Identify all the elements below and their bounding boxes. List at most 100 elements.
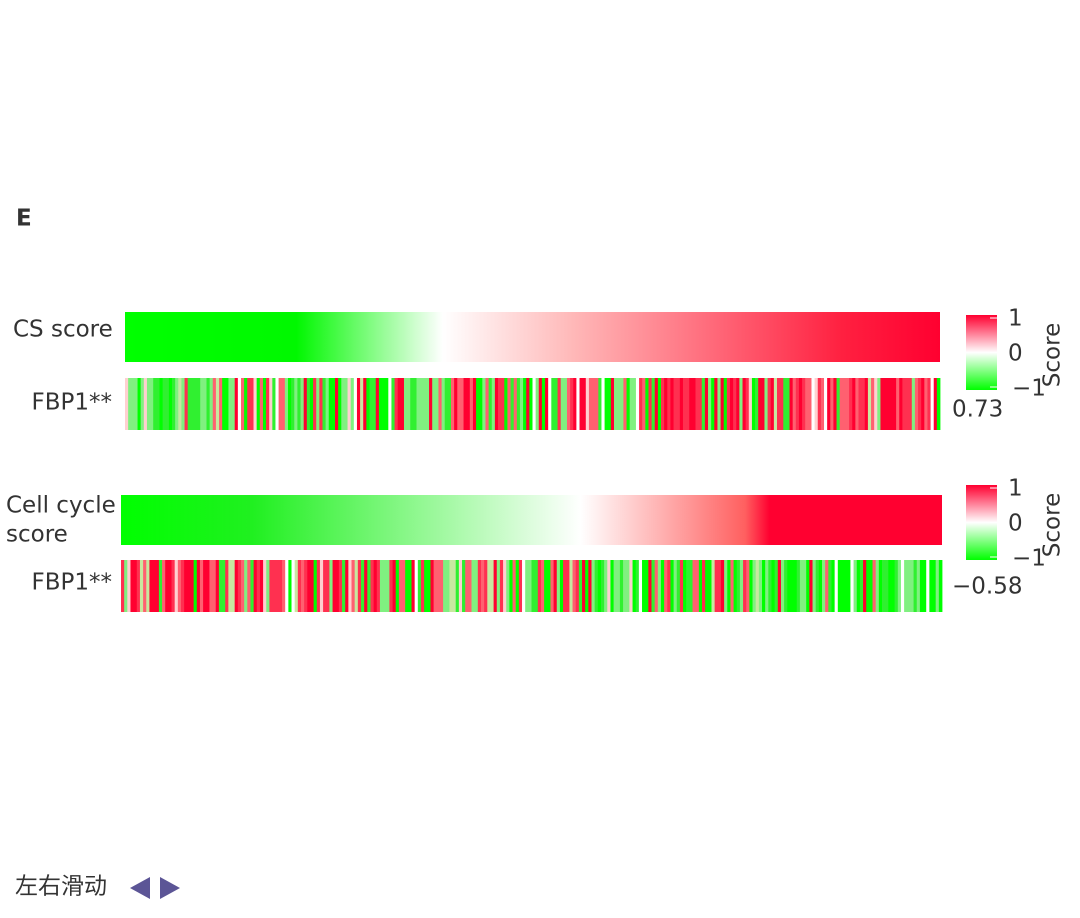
heatmap-cell [679,378,684,430]
heatmap-cell [388,378,392,430]
heatmap-cell [398,560,403,612]
heatmap-cell [786,378,790,430]
heatmap-cell [237,378,242,430]
heatmap-cell [575,560,580,612]
heatmap-cell [692,378,696,430]
heatmap-cell [551,378,555,430]
heatmap-cell [300,378,305,430]
heatmap-cell [842,378,847,430]
heatmap-cell [278,560,283,612]
heatmap-cell [532,378,537,430]
right-arrow[interactable] [160,877,180,899]
heatmap-cell [331,378,336,430]
heatmap-cell [859,560,864,612]
heatmap-cell [133,560,138,612]
heatmap-cell [231,560,236,612]
heatmap-cell [900,560,905,612]
heatmap-cell [604,560,608,612]
heatmap-cell [272,560,277,612]
heatmap-cell [708,378,712,430]
heatmap-cell [222,378,226,430]
heatmap-cell [275,560,280,612]
heatmap-cell [379,560,384,612]
heatmap-cell [598,378,602,430]
heatmap-cell [698,378,703,430]
heatmap-cell [209,560,213,612]
heatmap-cell [414,560,419,612]
heatmap-cell [933,378,938,430]
heatmap-cell [199,560,204,612]
heatmap-cell [595,378,599,430]
heatmap-cell [373,560,378,612]
heatmap-cell [140,378,145,430]
heatmap-cell [360,378,364,430]
heatmap-cell [607,378,612,430]
heatmap-cell [880,378,884,430]
heatmap-cell [924,378,928,430]
heatmap-cell [250,378,254,430]
heatmap-cell [812,560,817,612]
heatmap-cell [294,560,299,612]
heatmap-cell [798,378,803,430]
heatmap-cell [736,560,741,612]
heatmap-cell [572,560,577,612]
left-arrow[interactable] [130,877,150,899]
heatmap-cell [639,378,643,430]
heatmap-cell [329,560,333,612]
heatmap-cell [319,560,324,612]
heatmap-cell [395,560,400,612]
heatmap-cell [496,560,501,612]
legend-title: Score [1040,493,1066,557]
row-label: FBP1** [31,390,112,416]
heatmap-cell [306,378,311,430]
heatmap-cell [582,560,586,612]
heatmap-cell [814,378,819,430]
heatmap-cell [866,560,870,612]
heatmap-cell [833,378,837,430]
heatmap-cell [351,560,356,612]
heatmap-cell [501,378,505,430]
heatmap-cell [815,560,820,612]
heatmap-cell [376,560,381,612]
heatmap-cell [708,560,712,612]
heatmap-cell [494,378,499,430]
heatmap-cell [471,560,476,612]
heatmap-cell [820,378,825,430]
heatmap-cell [171,560,176,612]
heatmap-cell [139,560,144,612]
heatmap-cell [263,560,267,612]
swipe-hint: 左右滑动 [15,874,107,900]
heatmap-cell [648,560,652,612]
heatmap-cell [449,560,453,612]
heatmap-cell [726,378,731,430]
heatmap-cell [667,378,671,430]
heatmap-cell [259,560,264,612]
heatmap-cell [335,378,339,430]
heatmap-cell [411,560,416,612]
heatmap-cell [353,378,358,430]
heatmap-cell [187,378,192,430]
heatmap-cell [614,378,618,430]
heatmap-cell [513,378,518,430]
heatmap-cell [143,378,148,430]
heatmap-cell [560,378,565,430]
heatmap-cell [932,560,937,612]
heatmap-cell [159,378,164,430]
heatmap-cell [174,560,179,612]
heatmap-cell [180,560,185,612]
heatmap-cell [752,560,757,612]
heatmap-cell [172,378,176,430]
heatmap-cell [187,560,191,612]
heatmap-cell [209,378,214,430]
heatmap-cell [856,560,861,612]
heatmap-cell [250,560,255,612]
heatmap-cell [916,560,921,612]
heatmap-cell [150,378,154,430]
score-bar [125,312,940,362]
heatmap-cell [538,378,543,430]
heatmap-cell [929,560,933,612]
heatmap-cell [372,378,377,430]
legend-tick-label: 0 [1008,341,1023,367]
heatmap-cell [498,378,502,430]
legend-tick-label: 0 [1008,511,1023,537]
